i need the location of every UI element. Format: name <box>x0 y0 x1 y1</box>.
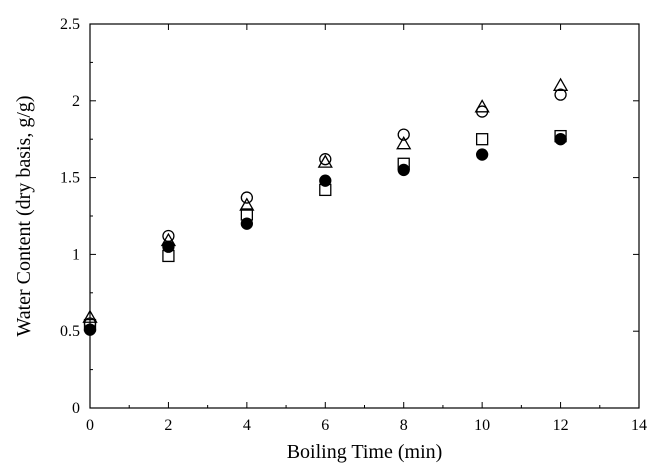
open-square-point <box>319 183 332 197</box>
open-triangle-point <box>160 232 177 247</box>
open-circle-point <box>162 229 175 243</box>
x-tick-label: 0 <box>86 417 94 434</box>
open-triangle-point <box>396 135 412 150</box>
plot-frame <box>89 23 640 409</box>
y-tick-label: 0.5 <box>60 323 80 340</box>
x-tick-label: 8 <box>400 417 408 434</box>
open-square-point <box>397 157 410 170</box>
open-square-point <box>162 249 175 263</box>
x-tick-label: 6 <box>321 417 329 434</box>
filled-circle-point <box>475 148 489 161</box>
y-tick-label: 0 <box>72 400 80 417</box>
x-tick-label: 4 <box>243 417 251 434</box>
y-tick-label: 2.5 <box>60 16 80 33</box>
open-square-point <box>554 129 567 143</box>
open-triangle-point <box>552 77 569 91</box>
y-tick-label: 1.5 <box>60 170 80 187</box>
y-axis-ticks: 0 0.5 1 1.5 2 2.5 <box>60 16 639 417</box>
y-tick-label: 2 <box>72 93 80 110</box>
open-triangle-point <box>239 197 255 211</box>
x-tick-label: 10 <box>474 417 490 434</box>
y-tick-label: 1 <box>72 246 80 263</box>
open-circle-point <box>83 317 97 330</box>
open-triangle-point <box>317 154 333 168</box>
x-axis-title: Boiling Time (min) <box>287 441 443 463</box>
plot-border <box>89 23 640 409</box>
data-points <box>82 77 569 336</box>
x-axis-ticks: 0 2 4 6 8 10 12 14 <box>86 24 647 434</box>
open-triangle-point <box>474 99 490 113</box>
open-circle-point <box>397 128 410 141</box>
open-triangle-point <box>82 309 98 323</box>
filled-circle-point <box>554 133 567 146</box>
open-circle-point <box>319 153 332 166</box>
open-square-point <box>240 208 254 221</box>
open-circle-point <box>554 88 567 101</box>
y-axis-title: Water Content (dry basis, g/g) <box>13 95 35 336</box>
filled-circle-point <box>240 217 254 230</box>
filled-circle-point <box>319 174 332 187</box>
open-circle-point <box>240 191 254 204</box>
x-tick-label: 12 <box>553 417 569 434</box>
x-tick-label: 14 <box>631 417 647 434</box>
x-tick-label: 2 <box>164 417 172 434</box>
open-square-point <box>475 133 489 146</box>
